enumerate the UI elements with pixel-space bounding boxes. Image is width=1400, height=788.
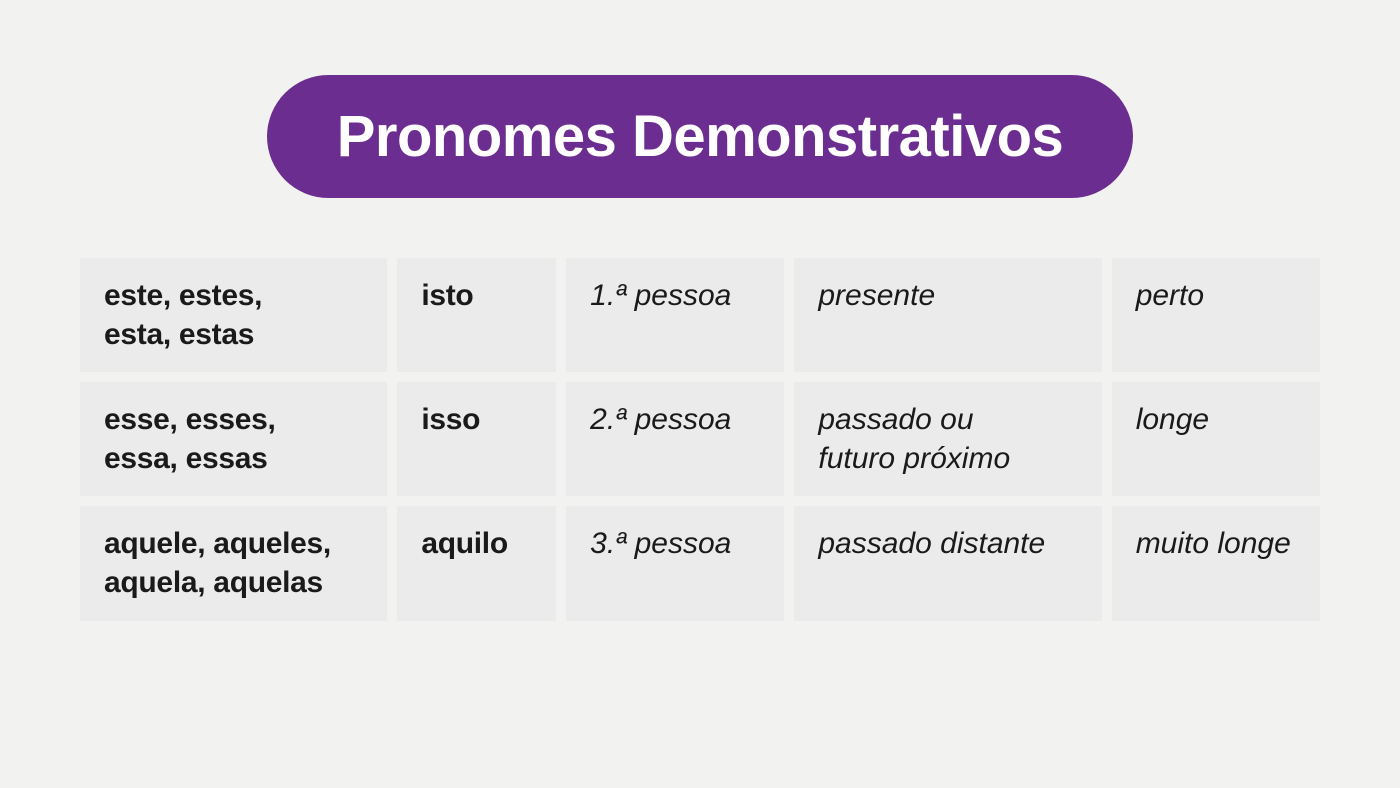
pronoun-table: este, estes, esta, estas isto 1.ª pessoa… [80,258,1320,631]
forms-line1: este, estes, [104,276,365,315]
table-row: esse, esses, essa, essas isso 2.ª pessoa… [80,382,1320,496]
neuter-text: isto [421,276,534,315]
cell-time: presente [794,258,1101,372]
cell-time: passado distante [794,506,1101,621]
forms-line1: esse, esses, [104,400,365,439]
forms-line1: aquele, aqueles, [104,524,365,563]
neuter-text: isso [421,400,534,439]
cell-neuter: isto [397,258,556,372]
person-text: 2.ª pessoa [590,400,762,439]
cell-neuter: aquilo [397,506,556,621]
cell-forms: esse, esses, essa, essas [80,382,387,496]
cell-distance: muito longe [1112,506,1320,621]
cell-forms: aquele, aqueles, aquela, aquelas [80,506,387,621]
distance-text: perto [1136,276,1298,315]
forms-line2: esta, estas [104,315,365,354]
forms-line2: aquela, aquelas [104,563,365,602]
time-line1: passado distante [818,524,1079,563]
time-line1: presente [818,276,1079,315]
cell-forms: este, estes, esta, estas [80,258,387,372]
cell-distance: longe [1112,382,1320,496]
forms-line2: essa, essas [104,439,365,478]
title-pill: Pronomes Demonstrativos [267,75,1134,198]
person-text: 1.ª pessoa [590,276,762,315]
cell-person: 3.ª pessoa [566,506,784,621]
cell-person: 1.ª pessoa [566,258,784,372]
cell-neuter: isso [397,382,556,496]
distance-text: muito longe [1136,524,1298,563]
cell-person: 2.ª pessoa [566,382,784,496]
table-row: este, estes, esta, estas isto 1.ª pessoa… [80,258,1320,372]
person-text: 3.ª pessoa [590,524,762,563]
time-line2: futuro próximo [818,439,1079,478]
distance-text: longe [1136,400,1298,439]
cell-time: passado ou futuro próximo [794,382,1101,496]
cell-distance: perto [1112,258,1320,372]
table-row: aquele, aqueles, aquela, aquelas aquilo … [80,506,1320,621]
time-line1: passado ou [818,400,1079,439]
title-text: Pronomes Demonstrativos [337,104,1064,169]
neuter-text: aquilo [421,524,534,563]
